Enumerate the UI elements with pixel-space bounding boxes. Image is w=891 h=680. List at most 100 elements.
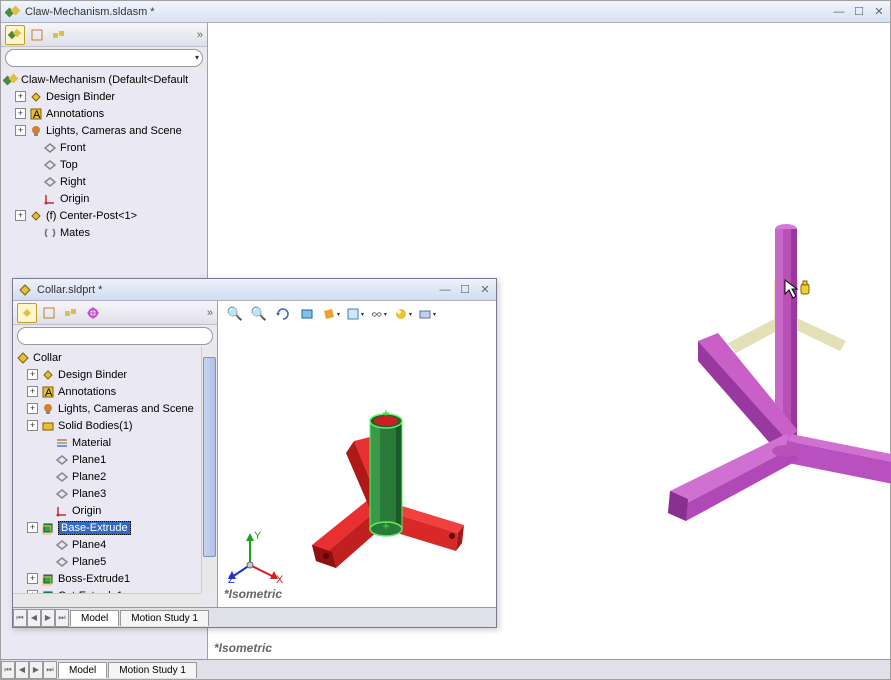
svg-text:Z: Z (228, 574, 235, 585)
svg-text:Y: Y (254, 530, 262, 542)
sub-config-tab[interactable] (61, 303, 81, 323)
tree-item[interactable]: Plane3 (13, 485, 201, 502)
nav-next[interactable]: ▶ (29, 661, 43, 679)
sub-hscrollbar[interactable] (13, 593, 201, 607)
plane-icon (42, 140, 58, 156)
filter-input[interactable] (5, 49, 203, 67)
tree-item[interactable]: +Lights, Cameras and Scene (13, 400, 201, 417)
sub-feature-tree-tab[interactable] (17, 303, 37, 323)
expand-toggle[interactable]: + (15, 210, 26, 221)
sub-maximize-button[interactable]: ☐ (458, 283, 472, 297)
diamond-icon (28, 89, 44, 105)
expand-toggle[interactable]: + (27, 522, 38, 533)
expand-toggle[interactable]: + (27, 369, 38, 380)
tree-item[interactable]: +Design Binder (1, 88, 207, 105)
sub-vscrollbar[interactable] (201, 347, 217, 593)
sub-nav-prev[interactable]: ◀ (27, 609, 41, 627)
expand-toggle[interactable]: + (15, 108, 26, 119)
appearance-button[interactable]: ▾ (394, 305, 412, 323)
view-triad: Y X Z (228, 525, 288, 585)
sub-3d-viewport[interactable]: 🔍 🔍 ▾ ▾ ᨖ▾ ▾ ▾ (218, 301, 496, 607)
tree-item[interactable]: +Base-Extrude (13, 519, 201, 536)
tree-item[interactable]: +Solid Bodies(1) (13, 417, 201, 434)
tab-motion-study[interactable]: Motion Study 1 (108, 662, 197, 678)
plane-icon (42, 174, 58, 190)
part-icon (15, 350, 31, 366)
hide-show-button[interactable]: ᨖ▾ (370, 305, 388, 323)
sub-vscroll-thumb[interactable] (203, 357, 216, 557)
filter-dropdown-icon[interactable]: ▾ (195, 53, 199, 62)
sub-tree-root[interactable]: Collar (13, 349, 201, 366)
sub-filter-input[interactable] (17, 327, 213, 345)
sub-title: Collar.sldprt * (37, 284, 438, 296)
cursor-indicator (783, 278, 813, 305)
config-tab[interactable] (49, 25, 69, 45)
sub-titlebar[interactable]: Collar.sldprt * — ☐ ✕ (13, 279, 496, 301)
main-bottom-tabs: ⏮ ◀ ▶ ⏭ Model Motion Study 1 (1, 659, 890, 679)
nav-first[interactable]: ⏮ (1, 661, 15, 679)
filter-wrap: ▼ ▾ (5, 49, 203, 67)
extrude-icon (40, 520, 56, 536)
sub-dim-tab[interactable] (83, 303, 103, 323)
tree-item[interactable]: Plane2 (13, 468, 201, 485)
tree-item[interactable]: Plane4 (13, 536, 201, 553)
sub-nav-last[interactable]: ⏭ (55, 609, 69, 627)
nav-last[interactable]: ⏭ (43, 661, 57, 679)
sub-minimize-button[interactable]: — (438, 283, 452, 297)
expand-toggle[interactable]: + (27, 573, 38, 584)
tree-root[interactable]: Claw-Mechanism (Default<Default (1, 71, 207, 88)
tab-model[interactable]: Model (58, 662, 107, 678)
expand-toggle[interactable]: + (15, 125, 26, 136)
minimize-button[interactable]: — (832, 5, 846, 19)
tree-item-label: Plane3 (72, 488, 106, 500)
main-titlebar[interactable]: Claw-Mechanism.sldasm * — ☐ ✕ (1, 1, 890, 23)
display-style-button[interactable]: ▾ (346, 305, 364, 323)
rotate-button[interactable] (274, 305, 292, 323)
nav-prev[interactable]: ◀ (15, 661, 29, 679)
tree-item[interactable]: +Design Binder (13, 366, 201, 383)
tree-item[interactable]: Mates (1, 224, 207, 241)
tree-item[interactable]: +AAnnotations (1, 105, 207, 122)
close-button[interactable]: ✕ (872, 5, 886, 19)
sub-view-label: *Isometric (224, 587, 282, 601)
sub-root-label: Collar (33, 352, 62, 364)
tree-item-label: Origin (60, 193, 89, 205)
sub-nav-next[interactable]: ▶ (41, 609, 55, 627)
sub-tab-motion-study[interactable]: Motion Study 1 (120, 610, 209, 626)
pan-button[interactable] (298, 305, 316, 323)
zoom-area-button[interactable]: 🔍 (250, 305, 268, 323)
expand-toggle[interactable]: + (27, 403, 38, 414)
scene-button[interactable]: ▾ (418, 305, 436, 323)
sub-feature-tree[interactable]: Collar +Design Binder+AAnnotations+Light… (13, 347, 201, 593)
sub-tab-model[interactable]: Model (70, 610, 119, 626)
part-icon (17, 282, 33, 298)
tree-item[interactable]: Origin (13, 502, 201, 519)
expand-panel-button[interactable]: » (197, 29, 203, 41)
sub-expand-button[interactable]: » (207, 307, 213, 319)
expand-toggle[interactable]: + (27, 386, 38, 397)
tree-item[interactable]: Origin (1, 190, 207, 207)
sub-property-tab[interactable] (39, 303, 59, 323)
property-tab[interactable] (27, 25, 47, 45)
tree-item[interactable]: Top (1, 156, 207, 173)
tree-item[interactable]: Front (1, 139, 207, 156)
tree-item[interactable]: +Lights, Cameras and Scene (1, 122, 207, 139)
sub-close-button[interactable]: ✕ (478, 283, 492, 297)
expand-toggle[interactable]: + (15, 91, 26, 102)
tree-item[interactable]: Plane5 (13, 553, 201, 570)
tree-item-label: Front (60, 142, 86, 154)
tree-item[interactable]: Plane1 (13, 451, 201, 468)
tree-item[interactable]: Right (1, 173, 207, 190)
tree-item[interactable]: +Boss-Extrude1 (13, 570, 201, 587)
expand-toggle[interactable]: + (27, 420, 38, 431)
zoom-fit-button[interactable]: 🔍 (226, 305, 244, 323)
assembly-icon (5, 4, 21, 20)
tree-item[interactable]: +(f) Center-Post<1> (1, 207, 207, 224)
maximize-button[interactable]: ☐ (852, 5, 866, 19)
feature-tree-tab[interactable] (5, 25, 25, 45)
sub-nav-first[interactable]: ⏮ (13, 609, 27, 627)
tree-item[interactable]: +AAnnotations (13, 383, 201, 400)
section-button[interactable]: ▾ (322, 305, 340, 323)
tree-item[interactable]: Material (13, 434, 201, 451)
bulb-icon (28, 123, 44, 139)
